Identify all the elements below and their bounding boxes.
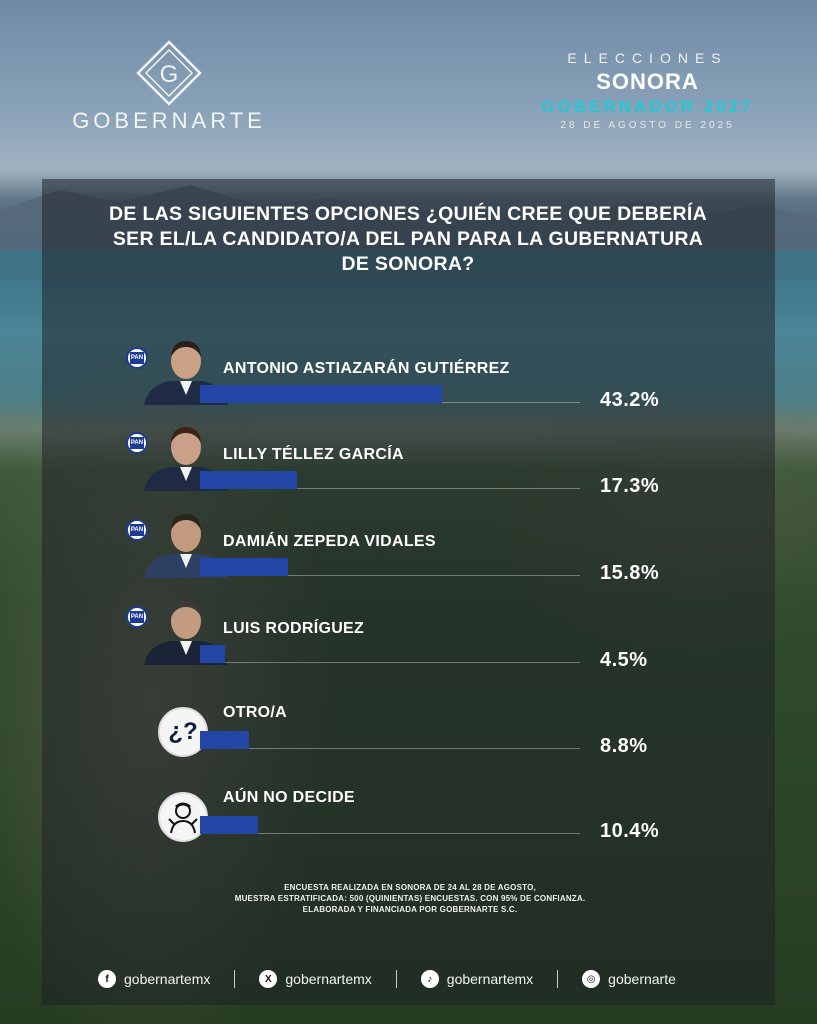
note-line-1b: 24 AL 28 DE AGOSTO, bbox=[447, 883, 536, 892]
result-row: PAN DAMIÁN ZEPEDA VIDALES 15.8% bbox=[0, 505, 817, 585]
note-line-3b: GOBERNARTE S.C. bbox=[439, 905, 518, 914]
result-row: PAN LUIS RODRÍGUEZ 4.5% bbox=[0, 592, 817, 672]
result-bar bbox=[200, 471, 297, 489]
question-icon: ¿? bbox=[158, 707, 208, 757]
x-handle: gobernartemx bbox=[285, 971, 372, 987]
instagram-handle: gobernarte bbox=[608, 971, 676, 987]
facebook-icon: f bbox=[98, 970, 116, 988]
result-percentage: 8.8% bbox=[600, 735, 648, 757]
pan-party-icon: PAN bbox=[126, 606, 148, 628]
facebook-handle: gobernartemx bbox=[124, 971, 211, 987]
result-label: LUIS RODRÍGUEZ bbox=[223, 620, 365, 637]
methodology-note: ENCUESTA REALIZADA EN SONORA DE 24 AL 28… bbox=[160, 882, 660, 915]
result-row: AÚN NO DECIDE 10.4% bbox=[0, 765, 817, 845]
header-line-2: SONORA bbox=[596, 69, 699, 94]
result-label: AÚN NO DECIDE bbox=[223, 789, 355, 806]
divider bbox=[234, 970, 236, 988]
tiktok-link[interactable]: ♪ gobernartemx bbox=[420, 970, 534, 988]
bar-track bbox=[200, 471, 580, 489]
result-label: OTRO/A bbox=[223, 704, 288, 721]
result-label: LILLY TÉLLEZ GARCÍA bbox=[223, 446, 404, 463]
survey-question: DE LAS SIGUIENTES OPCIONES ¿QUIÉN CREE Q… bbox=[100, 202, 716, 277]
result-bar bbox=[200, 645, 225, 663]
result-bar bbox=[200, 731, 249, 749]
tiktok-icon: ♪ bbox=[420, 970, 439, 988]
person-shrug-glyph bbox=[168, 802, 198, 834]
bar-track bbox=[200, 385, 580, 403]
result-percentage: 43.2% bbox=[600, 389, 660, 411]
result-label: DAMIÁN ZEPEDA VIDALES bbox=[223, 533, 436, 550]
note-line-3a: ELABORADA Y FINANCIADA POR bbox=[302, 905, 440, 914]
bar-track bbox=[200, 558, 580, 576]
pan-logo-text: PAN bbox=[130, 352, 144, 364]
result-row: PAN ANTONIO ASTIAZARÁN GUTIÉRREZ 43.2% bbox=[0, 332, 817, 412]
header-date: 28 DE AGOSTO DE 2025 bbox=[560, 120, 735, 131]
gobernarte-logo-icon: G bbox=[136, 40, 202, 106]
question-highlight: PAN bbox=[410, 228, 452, 250]
note-line-1a: ENCUESTA REALIZADA EN SONORA DE bbox=[284, 883, 448, 892]
content-panel bbox=[42, 179, 775, 1005]
result-bar bbox=[200, 816, 258, 834]
x-icon: X bbox=[259, 970, 278, 988]
pan-logo-text: PAN bbox=[130, 437, 144, 449]
header-line-3: GOBERNADOR 2027 bbox=[541, 97, 754, 116]
result-row: ¿? OTRO/A 8.8% bbox=[0, 680, 817, 760]
result-bar bbox=[200, 558, 288, 576]
question-part-2: PARA LA GUBERNATURA DE SONORA? bbox=[341, 228, 704, 275]
instagram-link[interactable]: ◎ gobernarte bbox=[582, 970, 676, 988]
tiktok-handle: gobernartemx bbox=[446, 971, 534, 987]
x-link[interactable]: X gobernartemx bbox=[259, 970, 372, 988]
note-line-2b: CON 95% DE CONFIANZA. bbox=[480, 894, 586, 903]
facebook-link[interactable]: f gobernartemx bbox=[98, 970, 210, 988]
divider bbox=[395, 970, 397, 988]
pan-party-icon: PAN bbox=[126, 432, 148, 454]
header-line-1: ELECCIONES bbox=[567, 50, 728, 66]
result-percentage: 15.8% bbox=[600, 562, 660, 584]
election-header: ELECCIONES SONORA GOBERNADOR 2027 28 DE … bbox=[520, 50, 775, 131]
result-bar bbox=[200, 385, 442, 403]
result-label: ANTONIO ASTIAZARÁN GUTIÉRREZ bbox=[223, 360, 510, 377]
result-percentage: 10.4% bbox=[600, 820, 660, 842]
result-percentage: 17.3% bbox=[600, 475, 660, 497]
divider bbox=[557, 970, 559, 988]
pan-logo-text: PAN bbox=[130, 524, 144, 536]
svg-text:G: G bbox=[160, 61, 179, 88]
question-part-1: DE LAS SIGUIENTES OPCIONES ¿QUIÉN CREE Q… bbox=[109, 203, 707, 250]
note-line-2a: MUESTRA ESTRATIFICADA: 500 (QUINIENTAS) … bbox=[234, 894, 481, 903]
pan-party-icon: PAN bbox=[126, 347, 148, 369]
instagram-icon: ◎ bbox=[582, 970, 601, 988]
result-row: PAN LILLY TÉLLEZ GARCÍA 17.3% bbox=[0, 418, 817, 498]
question-glyph: ¿? bbox=[168, 718, 198, 745]
bar-track bbox=[200, 816, 580, 834]
social-links: f gobernartemx X gobernartemx ♪ gobernar… bbox=[98, 967, 738, 991]
pan-logo-text: PAN bbox=[130, 611, 144, 623]
result-percentage: 4.5% bbox=[600, 649, 648, 671]
brand-name: GOBERNARTE bbox=[72, 108, 266, 133]
bar-track bbox=[200, 645, 580, 663]
bar-track bbox=[200, 731, 580, 749]
pan-party-icon: PAN bbox=[126, 519, 148, 541]
